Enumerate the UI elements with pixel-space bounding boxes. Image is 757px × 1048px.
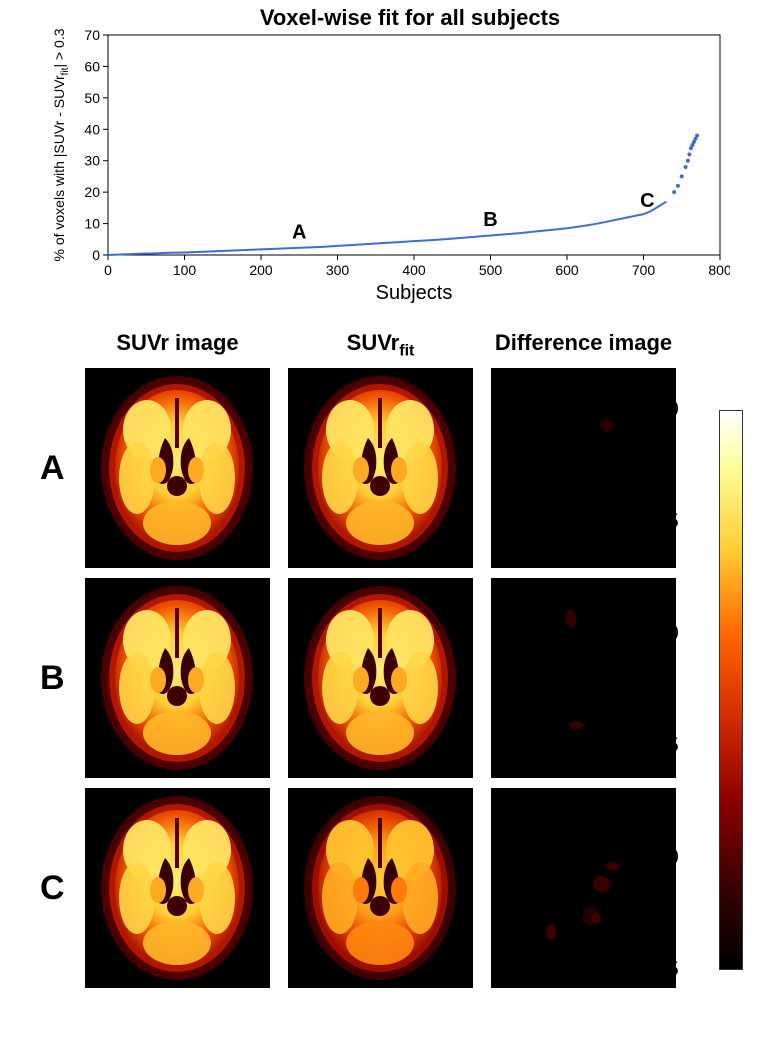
- svg-text:70: 70: [84, 27, 100, 43]
- svg-text:B: B: [483, 209, 497, 231]
- svg-text:60: 60: [84, 58, 100, 74]
- col-header-suvr: SUVr image: [85, 330, 270, 360]
- svg-text:400: 400: [402, 262, 426, 278]
- cell-a-diff: [491, 368, 676, 568]
- svg-text:40: 40: [84, 121, 100, 137]
- colorbar-tick: 0.5: [651, 959, 679, 982]
- colorbar-tick: 2.0: [651, 623, 679, 646]
- svg-text:Voxel-wise fit for all subject: Voxel-wise fit for all subjects: [260, 5, 560, 30]
- row-label-a: A: [40, 449, 85, 488]
- col-header-diff: Difference image: [491, 330, 676, 360]
- grid-row-b: B: [40, 578, 720, 778]
- brain-grid: SUVr image SUVrfit Difference image A B …: [40, 330, 720, 1030]
- svg-text:100: 100: [173, 262, 197, 278]
- svg-text:0: 0: [92, 247, 100, 263]
- svg-text:300: 300: [326, 262, 350, 278]
- svg-text:Subjects: Subjects: [376, 282, 453, 304]
- svg-text:600: 600: [555, 262, 579, 278]
- row-label-c: C: [40, 869, 85, 908]
- cell-a-fit: [288, 368, 473, 568]
- svg-text:800: 800: [708, 262, 730, 278]
- colorbar-tick: 2.5: [651, 511, 679, 534]
- svg-text:% of voxels with |SUVr - SUVrf: % of voxels with |SUVr - SUVrfit| > 0.3: [51, 28, 71, 261]
- col-header-fit: SUVrfit: [288, 330, 473, 360]
- svg-text:200: 200: [249, 262, 273, 278]
- chart-svg: Voxel-wise fit for all subjects010020030…: [50, 5, 730, 305]
- cell-c-diff: [491, 788, 676, 988]
- cell-b-diff: [491, 578, 676, 778]
- cell-b-fit: [288, 578, 473, 778]
- colorbar-gradient: [719, 410, 743, 970]
- svg-text:20: 20: [84, 184, 100, 200]
- svg-text:10: 10: [84, 216, 100, 232]
- cell-c-suvr: [85, 788, 270, 988]
- grid-row-c: C: [40, 788, 720, 988]
- cell-b-suvr: [85, 578, 270, 778]
- svg-text:500: 500: [479, 262, 503, 278]
- svg-text:30: 30: [84, 153, 100, 169]
- column-headers: SUVr image SUVrfit Difference image: [85, 330, 720, 368]
- svg-text:C: C: [640, 190, 654, 212]
- svg-text:0: 0: [104, 262, 112, 278]
- svg-text:700: 700: [632, 262, 656, 278]
- colorbar-tick: 1.0: [651, 847, 679, 870]
- voxel-fit-chart: Voxel-wise fit for all subjects010020030…: [50, 5, 730, 305]
- row-label-b: B: [40, 659, 85, 698]
- colorbar: 0.51.01.52.02.53.0: [689, 380, 749, 980]
- cell-c-fit: [288, 788, 473, 988]
- cell-a-suvr: [85, 368, 270, 568]
- svg-text:50: 50: [84, 90, 100, 106]
- colorbar-tick: 3.0: [651, 399, 679, 422]
- colorbar-tick: 1.5: [651, 735, 679, 758]
- svg-text:A: A: [292, 221, 306, 243]
- grid-row-a: A: [40, 368, 720, 568]
